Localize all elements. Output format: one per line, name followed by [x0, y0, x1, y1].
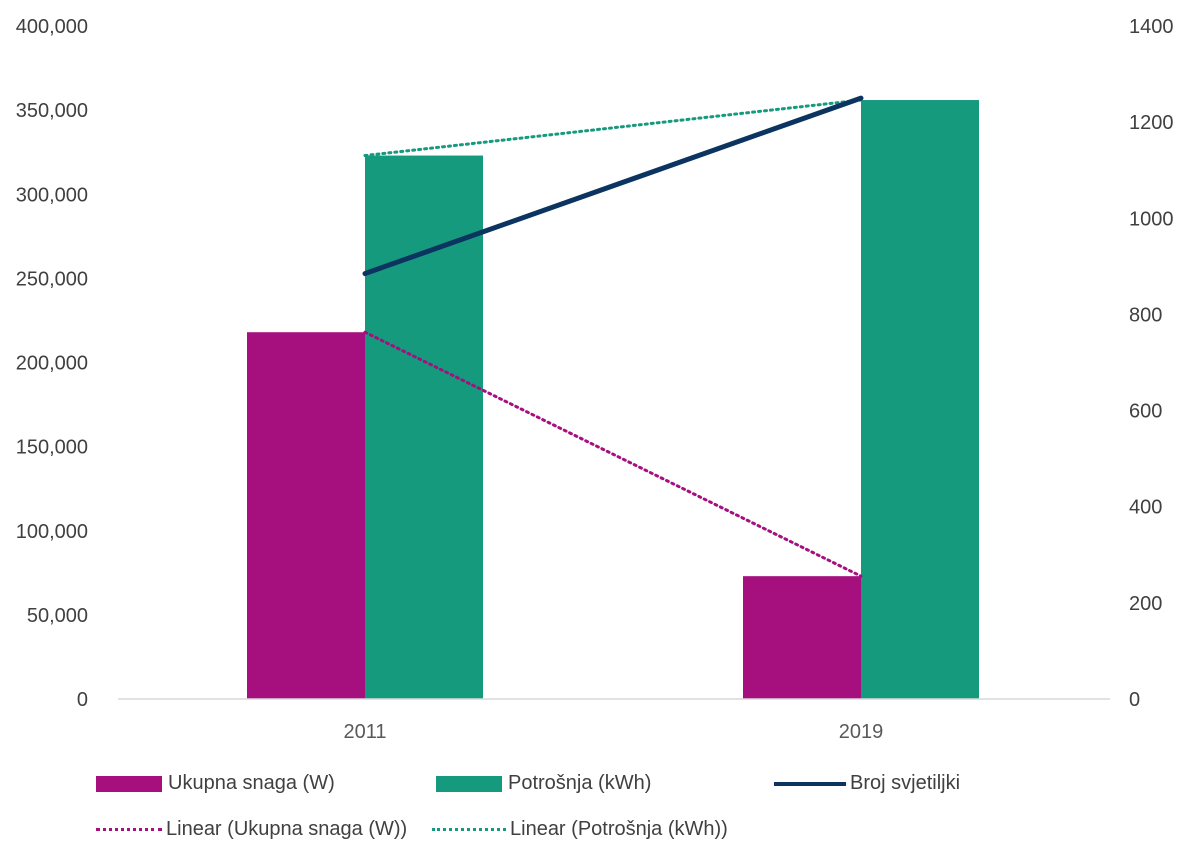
y-right-tick-label: 1200 [1129, 112, 1174, 134]
bar-potrosnja-2019[interactable] [861, 100, 979, 699]
x-tick-label: 2019 [839, 721, 884, 743]
y-left-tick-label: 250,000 [16, 268, 88, 290]
bar-potrosnja-2011[interactable] [365, 155, 483, 700]
trend-lines [363, 98, 863, 578]
y-right-tick-label: 400 [1129, 497, 1162, 519]
y-right-tick-label: 200 [1129, 593, 1162, 615]
y-left-tick-label: 400,000 [16, 16, 88, 38]
bar-ukupna-snaga-2019[interactable] [743, 576, 861, 699]
y-left-tick-label: 0 [77, 689, 88, 711]
y-left-tick-label: 50,000 [27, 605, 88, 627]
y-right-tick-label: 1400 [1129, 16, 1174, 38]
trendline-ukupna-snaga[interactable] [363, 330, 863, 578]
y-left-tick-label: 150,000 [16, 437, 88, 459]
bar-ukupna-snaga-2011[interactable] [247, 332, 365, 699]
line-broj-svjetiljki[interactable] [362, 95, 864, 277]
y-left-tick-label: 100,000 [16, 521, 88, 543]
left-axis-ticks: 0 50,000 100,000 150,000 200,000 250,000 300,0… [16, 16, 88, 711]
x-tick-label: 2011 [343, 721, 386, 743]
trendline-potrosnja[interactable] [363, 98, 863, 158]
bars [247, 100, 979, 700]
y-right-tick-label: 800 [1129, 304, 1162, 326]
y-left-tick-label: 300,000 [16, 184, 88, 206]
line-series [362, 95, 864, 277]
y-right-tick-label: 0 [1129, 689, 1140, 711]
y-right-tick-label: 600 [1129, 401, 1162, 423]
y-right-tick-label: 1000 [1129, 208, 1174, 230]
y-left-tick-label: 350,000 [16, 100, 88, 122]
right-axis-ticks: 0 200 400 600 800 1000 1200 1400 [1129, 16, 1174, 711]
y-left-tick-label: 200,000 [16, 353, 88, 375]
x-axis-ticks: 2011 2019 [343, 721, 883, 743]
